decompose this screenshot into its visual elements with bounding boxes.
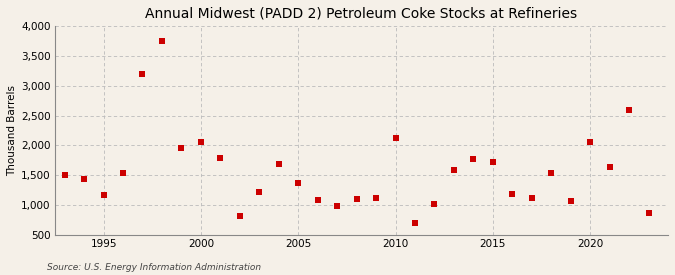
- Point: [566, 199, 576, 203]
- Title: Annual Midwest (PADD 2) Petroleum Coke Stocks at Refineries: Annual Midwest (PADD 2) Petroleum Coke S…: [145, 7, 578, 21]
- Point: [293, 181, 304, 185]
- Point: [371, 196, 381, 200]
- Point: [604, 164, 615, 169]
- Point: [546, 170, 557, 175]
- Point: [449, 168, 460, 172]
- Point: [273, 162, 284, 167]
- Point: [331, 204, 342, 208]
- Text: Source: U.S. Energy Information Administration: Source: U.S. Energy Information Administ…: [47, 263, 261, 272]
- Point: [176, 146, 187, 150]
- Point: [313, 197, 323, 202]
- Point: [157, 39, 167, 43]
- Point: [390, 135, 401, 140]
- Point: [254, 190, 265, 195]
- Point: [234, 213, 245, 218]
- Point: [215, 156, 225, 161]
- Point: [351, 197, 362, 201]
- Point: [137, 72, 148, 76]
- Point: [79, 177, 90, 181]
- Point: [468, 157, 479, 161]
- Point: [98, 192, 109, 197]
- Point: [196, 140, 207, 144]
- Y-axis label: Thousand Barrels: Thousand Barrels: [7, 85, 17, 176]
- Point: [487, 160, 498, 164]
- Point: [410, 221, 421, 225]
- Point: [59, 173, 70, 177]
- Point: [117, 171, 128, 175]
- Point: [585, 140, 595, 144]
- Point: [429, 202, 440, 207]
- Point: [643, 211, 654, 215]
- Point: [507, 191, 518, 196]
- Point: [624, 108, 634, 112]
- Point: [526, 196, 537, 200]
